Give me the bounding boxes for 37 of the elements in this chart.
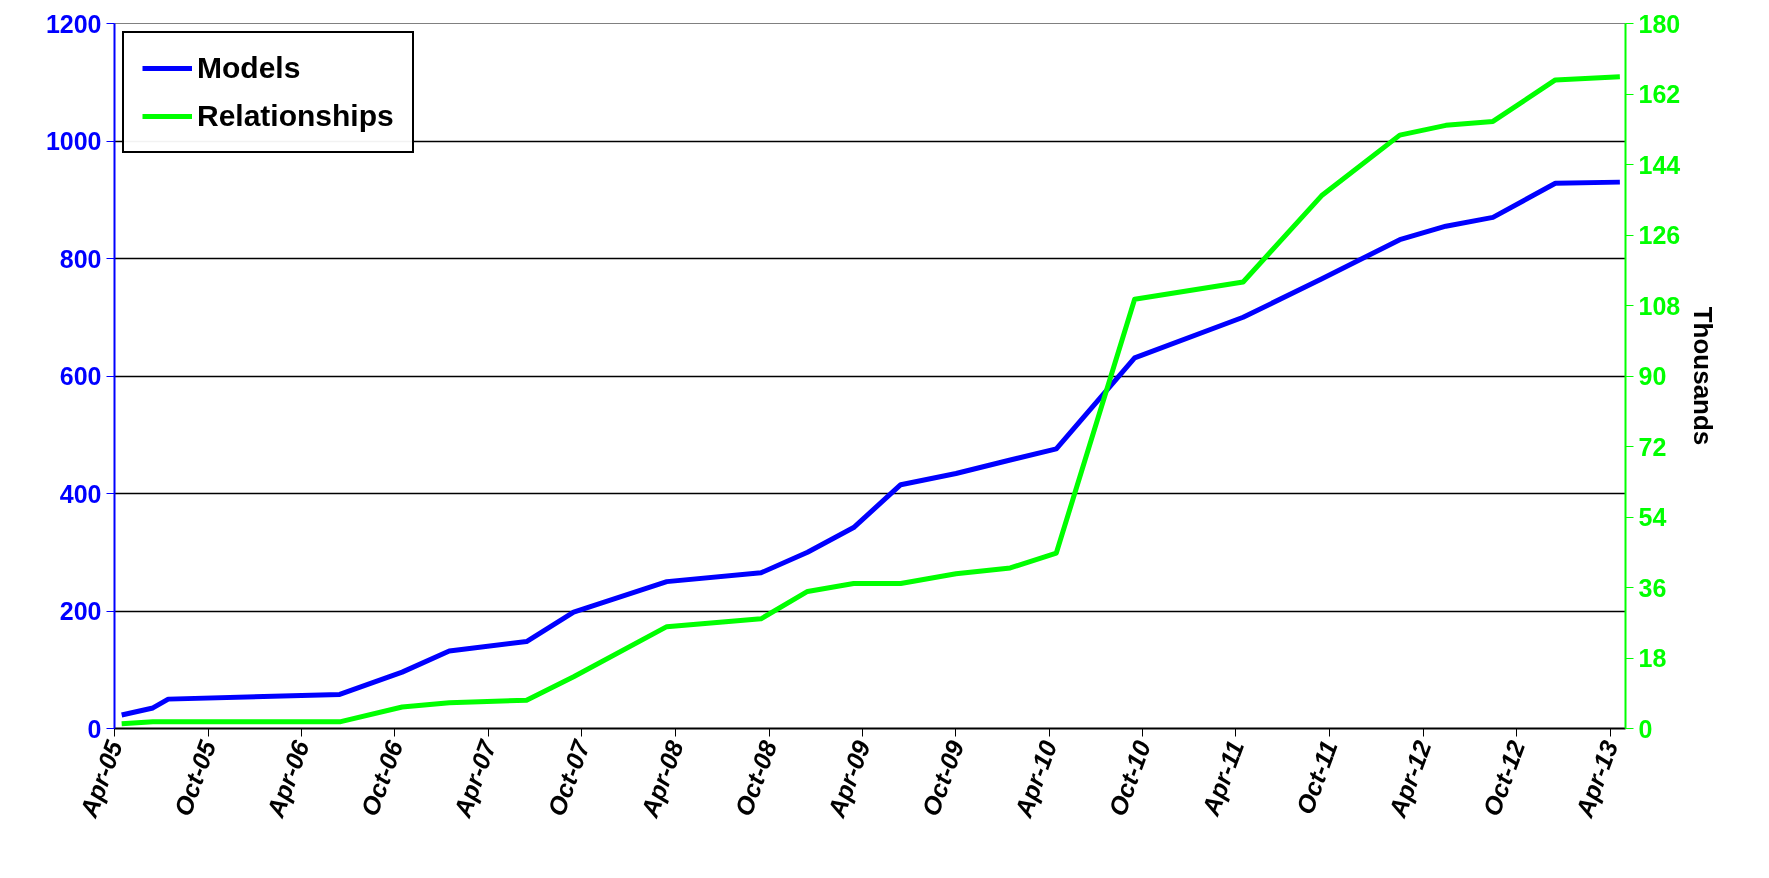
x-tick-label: Apr-08 xyxy=(634,736,689,822)
y2-tick-label: 108 xyxy=(1638,291,1681,320)
x-tick-label: Oct-06 xyxy=(355,735,409,820)
x-tick-label: Apr-13 xyxy=(1569,736,1624,822)
y-tick-label: 600 xyxy=(59,362,102,390)
x-tick-label: Oct-05 xyxy=(168,735,222,820)
y2-tick-label: 0 xyxy=(1638,714,1653,743)
y-tick-label: 400 xyxy=(59,479,102,508)
x-tick-label: Apr-09 xyxy=(821,736,876,822)
y2-tick-label: 126 xyxy=(1638,221,1681,249)
y-tick-label: 1200 xyxy=(45,9,102,38)
y2-tick-label: 180 xyxy=(1638,9,1681,38)
y-tick-label: 200 xyxy=(59,597,102,625)
y2-tick-label: 162 xyxy=(1638,80,1681,108)
y2-tick-label: 90 xyxy=(1638,362,1667,390)
legend-label: Models xyxy=(197,51,301,85)
x-tick-label: Apr-10 xyxy=(1008,736,1063,822)
y2-tick-label: 72 xyxy=(1638,432,1667,461)
legend-label: Relationships xyxy=(197,99,394,133)
y-tick-label: 1000 xyxy=(45,127,102,155)
x-tick-label: Oct-09 xyxy=(916,736,970,820)
x-tick-label: Oct-07 xyxy=(541,735,596,820)
y2-axis-title: Thousands xyxy=(1688,306,1719,446)
y2-tick-label: 36 xyxy=(1638,573,1667,602)
x-tick-label: Oct-12 xyxy=(1477,736,1531,820)
x-tick-label: Oct-10 xyxy=(1102,736,1156,820)
y-tick-label: 0 xyxy=(87,714,102,743)
x-tick-label: Apr-07 xyxy=(447,735,502,822)
x-tick-label: Oct-11 xyxy=(1290,736,1343,818)
x-tick-label: Apr-06 xyxy=(260,735,315,822)
x-tick-label: Apr-12 xyxy=(1382,736,1437,822)
y-tick-label: 800 xyxy=(59,244,102,273)
y2-tick-label: 144 xyxy=(1638,150,1681,179)
y2-tick-label: 54 xyxy=(1638,503,1667,531)
y2-tick-label: 18 xyxy=(1638,644,1667,672)
x-tick-label: Oct-08 xyxy=(729,736,783,820)
x-tick-label: Apr-11 xyxy=(1195,736,1250,820)
